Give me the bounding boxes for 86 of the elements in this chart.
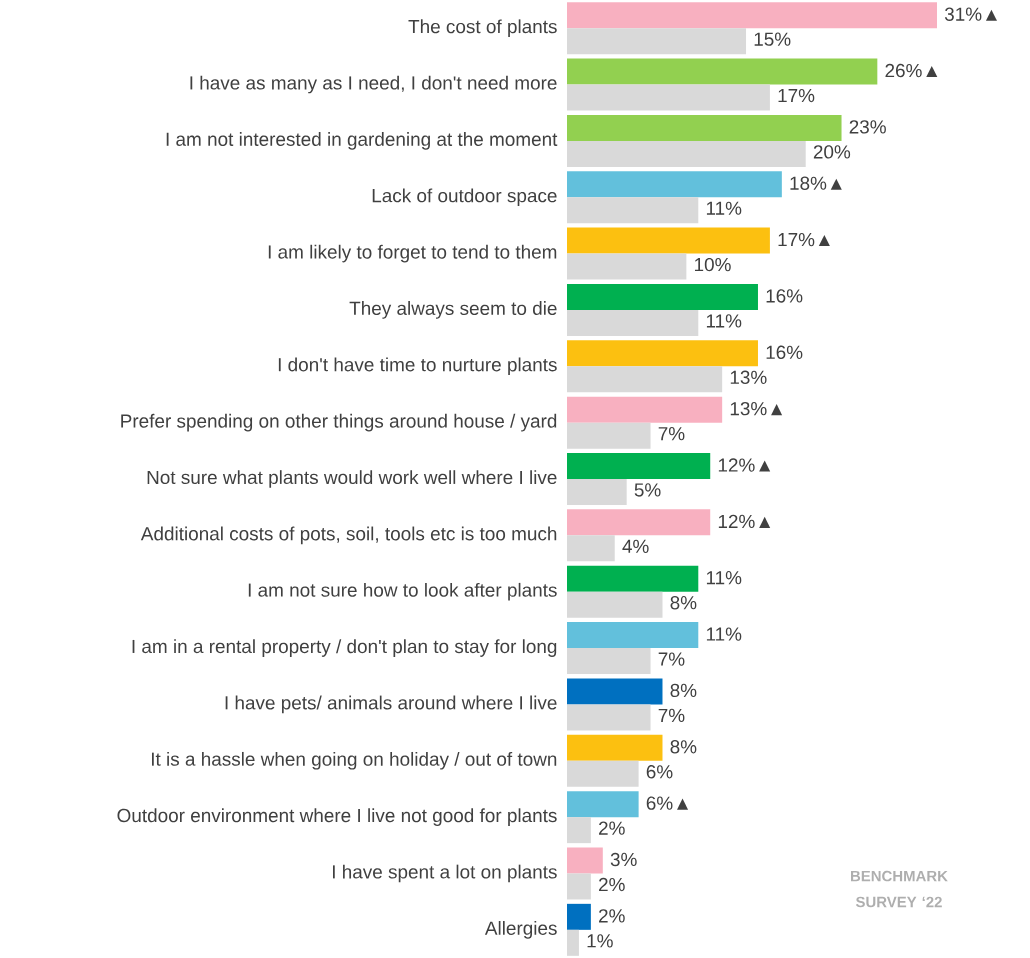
- data-label: 11%: [706, 627, 742, 641]
- data-label: 7%: [658, 427, 685, 441]
- y-tick-label: The cost of plants: [408, 19, 557, 37]
- data-label: 17%▲: [778, 232, 830, 247]
- data-label: 11%: [706, 571, 742, 585]
- bar: [567, 114, 842, 141]
- data-label: 5%: [634, 483, 661, 497]
- data-label: 23%: [849, 120, 886, 134]
- data-label: 16%: [766, 289, 803, 303]
- bar: [567, 479, 627, 506]
- bar: [567, 535, 615, 562]
- data-label: 13%▲: [730, 401, 783, 416]
- bar: [567, 734, 663, 761]
- bar: [567, 140, 806, 167]
- bar: [567, 873, 591, 900]
- y-tick-label: I have as many as I need, I don't need more: [190, 75, 557, 94]
- data-label: 2%: [599, 821, 625, 835]
- y-tick-label: They always seem to die: [349, 301, 557, 319]
- y-tick-label: I don't have time to nurture plants: [278, 357, 557, 376]
- data-label: 18%▲: [790, 176, 842, 190]
- data-label: 8%: [670, 740, 697, 754]
- y-tick-label: I am not interested in gardening at the moment: [166, 132, 558, 150]
- bar: [567, 84, 770, 111]
- bar: [567, 847, 603, 874]
- bar: [567, 678, 663, 705]
- data-label: 8%: [670, 683, 697, 698]
- text: BENCHMARK SURVEY ‘22: [850, 870, 948, 908]
- data-label: 7%: [658, 708, 685, 723]
- bar: [567, 422, 651, 449]
- data-label: 20%: [813, 145, 851, 159]
- data-label: 13%: [730, 370, 767, 384]
- data-label: 11%: [706, 201, 742, 215]
- bar: [567, 591, 663, 618]
- data-label: 6%: [646, 765, 673, 779]
- y-tick-label: I am not sure how to look after plants: [248, 582, 557, 601]
- data-label: 4%: [622, 539, 649, 553]
- bar: [567, 309, 699, 336]
- bar: [567, 283, 758, 310]
- bar: [567, 760, 639, 787]
- data-label: 11%: [706, 314, 742, 328]
- y-tick-label: I have spent a lot on plants: [332, 864, 557, 883]
- data-label: 3%: [610, 852, 637, 867]
- bar: [567, 622, 699, 649]
- data-label: 2%: [599, 909, 625, 923]
- bar: [567, 28, 747, 55]
- data-label: 16%: [766, 345, 803, 359]
- bar: [567, 453, 711, 480]
- bar: [567, 565, 699, 592]
- bar: [567, 509, 711, 536]
- y-tick-label: Not sure what plants would work well where I live: [147, 470, 557, 488]
- data-label: 8%: [670, 596, 697, 610]
- y-tick-label: Outdoor environment where I live not good for plants: [117, 808, 557, 826]
- bar: [567, 791, 639, 818]
- bar: [567, 929, 579, 956]
- data-label: 10%: [694, 257, 731, 272]
- bar: [567, 366, 723, 393]
- y-tick-label: Additional costs of pots, soil, tools etc is too much: [140, 526, 557, 545]
- bar: [567, 2, 938, 29]
- data-label: 6%▲: [646, 796, 689, 810]
- bar: [567, 227, 770, 254]
- bar: [567, 340, 758, 367]
- y-tick-label: Allergies: [484, 921, 557, 939]
- y-tick-label: I am in a rental property / don't plan to stay for long: [132, 639, 557, 657]
- bar: [567, 817, 591, 844]
- bar: [567, 171, 782, 198]
- data-label: 17%: [778, 88, 815, 103]
- data-label: 15%: [754, 32, 791, 46]
- data-label: 12%▲: [718, 514, 771, 529]
- bar: [567, 197, 699, 224]
- y-tick-label: I am likely to forget to tend to them: [268, 244, 557, 263]
- data-label: 31%▲: [944, 7, 997, 21]
- y-tick-label: It is a hassle when going on holiday / out of town: [151, 751, 557, 770]
- data-label: 12%▲: [718, 458, 771, 472]
- bar: [567, 253, 687, 280]
- bar: [567, 58, 878, 85]
- y-tick-label: I have pets/ animals around where I live: [225, 695, 557, 714]
- y-tick-label: Lack of outdoor space: [372, 188, 557, 207]
- y-tick-label: Prefer spending on other things around house / yard: [121, 413, 557, 432]
- bar: [567, 704, 651, 731]
- data-label: 1%: [587, 934, 613, 948]
- bar: [567, 903, 591, 930]
- bar: [567, 648, 651, 675]
- bar: [567, 396, 723, 423]
- data-label: 2%: [599, 877, 625, 892]
- data-label: 26%▲: [885, 63, 938, 78]
- data-label: 7%: [658, 652, 685, 666]
